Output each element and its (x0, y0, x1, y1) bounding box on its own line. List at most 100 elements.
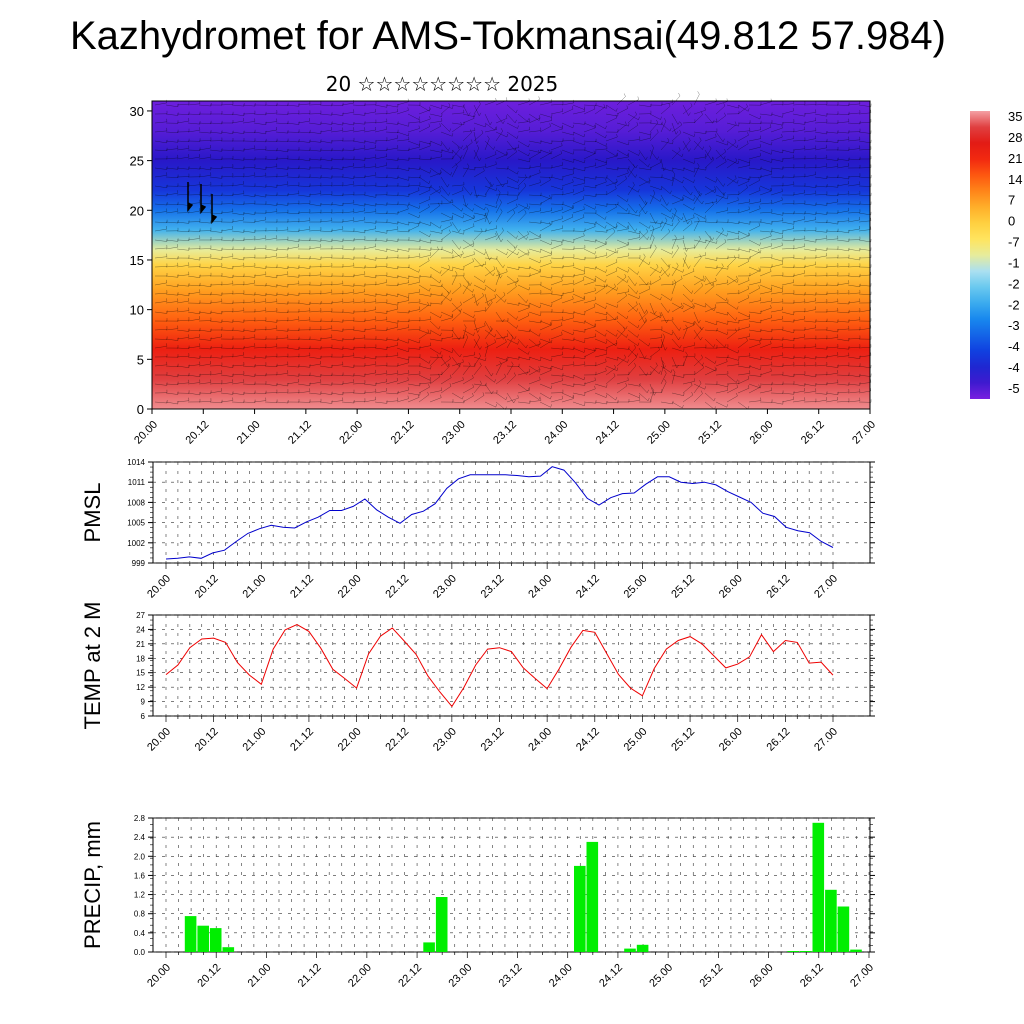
x-tick-label: 22.00 (336, 573, 364, 601)
y-tick-label: 0.0 (134, 948, 146, 957)
y-tick-label: 2.4 (134, 833, 146, 842)
wind-flag (187, 182, 194, 213)
x-tick-label: 26.00 (717, 573, 745, 601)
y-tick-label: 15 (130, 253, 144, 268)
x-tick-label: 26.00 (748, 419, 776, 447)
y-tick-label: 1002 (127, 539, 145, 548)
y-tick-label: 2.0 (134, 852, 146, 861)
precip-bar (586, 841, 599, 952)
x-tick-label: 25.12 (669, 726, 697, 754)
x-tick-label: 21.12 (286, 419, 314, 447)
precip-bar (197, 925, 209, 952)
pmsl-line (165, 466, 834, 560)
precip-bar (184, 916, 197, 952)
x-tick-label: 21.00 (240, 573, 268, 601)
x-tick-label: 22.00 (346, 962, 374, 990)
temp2m-frame (152, 614, 871, 717)
precip-bar (435, 897, 448, 952)
precip-bar (787, 951, 799, 952)
x-tick-label: 23.12 (479, 573, 507, 601)
x-tick-label: 24.12 (594, 419, 622, 447)
y-tick-label: 25 (130, 154, 144, 169)
precip-bar (850, 949, 862, 952)
colorbar-label: 0 (1008, 214, 1015, 229)
y-tick-label: 12 (136, 683, 145, 692)
precip-frame (152, 817, 871, 953)
y-tick-label: 15 (136, 669, 145, 678)
pmsl-panel: 999 1002 1005 1008 1011 1014 20.00 20.12 21.00 21… (80, 458, 875, 601)
x-tick-label: 26.12 (765, 726, 793, 754)
colorbar-label: -7 (1008, 235, 1020, 250)
precip-bar (825, 889, 837, 952)
x-tick-label: 22.12 (383, 573, 411, 601)
y-tick-label: 0.8 (134, 910, 146, 919)
y-tick-label: 0.4 (134, 929, 146, 938)
y-tick-label: 9 (141, 698, 146, 707)
x-tick-label: 25.12 (698, 962, 726, 990)
x-tick-label: 23.00 (446, 962, 474, 990)
x-tick-label: 27.00 (812, 726, 840, 754)
x-tick-label: 21.00 (235, 419, 263, 447)
y-tick-label: 2.8 (134, 814, 146, 823)
x-tick-label: 22.12 (396, 962, 424, 990)
x-tick-label: 23.12 (497, 962, 525, 990)
temp-line (165, 624, 834, 708)
precip-bar (800, 951, 812, 952)
y-tick-label: 1.6 (134, 871, 146, 880)
precip-bar (812, 822, 825, 952)
x-tick-label: 25.00 (647, 962, 675, 990)
pmsl-frame (152, 461, 871, 564)
x-tick-label: 26.00 (717, 726, 745, 754)
x-tick-label: 21.12 (288, 726, 316, 754)
colorbar (970, 111, 990, 399)
x-tick-label: 21.00 (246, 962, 274, 990)
colorbar-label: -4 (1008, 339, 1020, 354)
x-tick-label: 20.12 (183, 419, 211, 447)
y-tick-label: 1014 (127, 458, 145, 467)
x-tick-label: 24.12 (574, 573, 602, 601)
colorbar-label: 14 (1008, 172, 1022, 187)
x-tick-label: 20.12 (193, 726, 221, 754)
x-tick-label: 20.00 (132, 419, 160, 447)
y-tick-label: 30 (130, 104, 144, 119)
x-tick-label: 25.00 (622, 573, 650, 601)
colorbar-label: 35 (1008, 109, 1022, 124)
x-tick-label: 26.12 (765, 573, 793, 601)
x-tick-label: 23.12 (479, 726, 507, 754)
x-tick-label: 23.00 (431, 726, 459, 754)
y-tick-label: 6 (141, 712, 146, 721)
cross-section-field (152, 101, 870, 409)
x-tick-label: 22.00 (337, 419, 365, 447)
x-tick-label: 20.00 (145, 962, 173, 990)
x-tick-label: 26.00 (748, 962, 776, 990)
colorbar-label: 21 (1008, 151, 1022, 166)
colorbar-label: -1 (1008, 255, 1020, 270)
precip-bar (837, 906, 850, 952)
pmsl-ylabel: PMSL (80, 483, 105, 543)
colorbar-label: -2 (1008, 297, 1020, 312)
wind-flag (211, 194, 218, 225)
colorbar-label: -2 (1008, 276, 1020, 291)
precip-bar (423, 942, 435, 952)
x-tick-label: 23.00 (431, 573, 459, 601)
y-tick-label: 1011 (128, 478, 146, 487)
colorbar-label: -3 (1008, 318, 1020, 333)
temp2m-panel: 6 9 12 15 18 21 24 27 20.00 20.12 21.00 21.12 22.00 2… (80, 602, 875, 754)
x-tick-label: 26.12 (799, 419, 827, 447)
colorbar-label: 28 (1008, 130, 1022, 145)
temp2m-ylabel: TEMP at 2 M (80, 602, 105, 730)
x-tick-label: 24.00 (547, 962, 575, 990)
colorbar-label: -5 (1008, 381, 1020, 396)
x-tick-label: 20.00 (145, 573, 173, 601)
x-tick-label: 27.00 (848, 962, 876, 990)
x-tick-label: 25.12 (696, 419, 724, 447)
x-tick-label: 22.12 (389, 419, 417, 447)
x-tick-label: 20.00 (145, 726, 173, 754)
y-tick-label: 1.2 (134, 891, 146, 900)
x-tick-label: 20.12 (193, 573, 221, 601)
x-tick-label: 22.12 (383, 726, 411, 754)
precip-bar (574, 865, 586, 952)
x-tick-label: 21.12 (296, 962, 324, 990)
y-tick-label: 10 (130, 303, 144, 318)
